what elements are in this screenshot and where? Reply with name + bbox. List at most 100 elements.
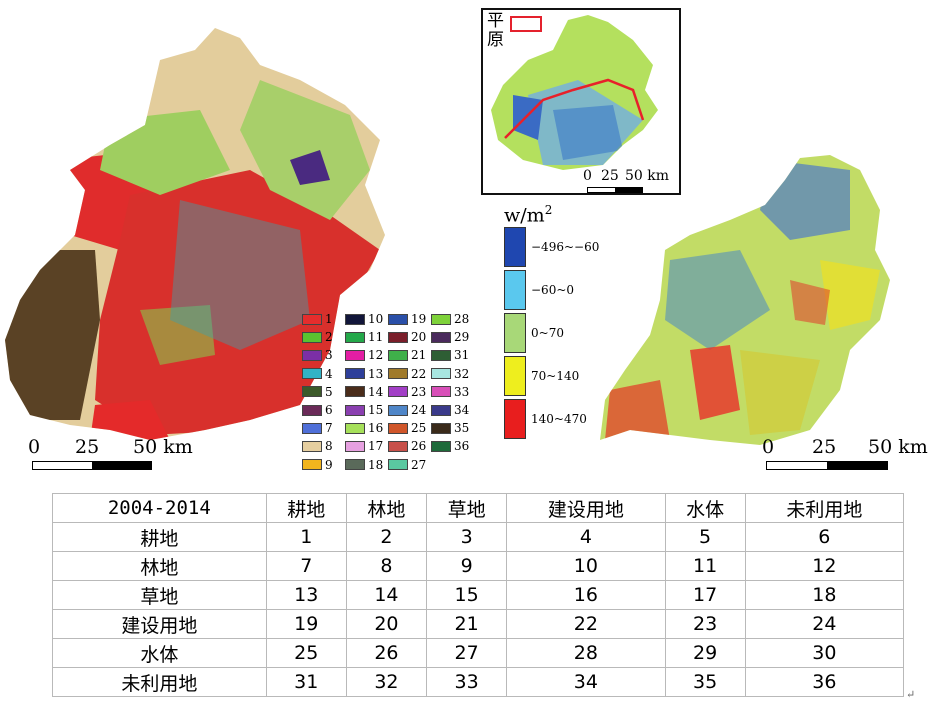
table-cell: 34: [506, 667, 666, 697]
inset-scale-tick-0: 0: [583, 168, 592, 184]
table-cell: 23: [664, 609, 746, 639]
flux-legend-item: −60~0: [504, 268, 599, 311]
legend-item: 4: [302, 367, 345, 381]
legend-row: 8 17 26 36: [302, 437, 484, 455]
table-cell: 29: [664, 638, 746, 668]
legend-label: 12: [368, 348, 384, 363]
legend-item: 13: [345, 367, 388, 381]
table-cell: 36: [744, 667, 905, 697]
return-mark: ↵: [906, 688, 916, 701]
table-cell: 17: [664, 580, 746, 610]
legend-item: 22: [388, 367, 431, 381]
legend-item: 15: [345, 403, 388, 417]
legend-item: 11: [345, 330, 388, 344]
legend-row: 7 16 25 35: [302, 419, 484, 437]
legend-swatch: [388, 422, 408, 434]
legend-item: 21: [388, 348, 431, 362]
flux-legend-label: 0~70: [531, 325, 564, 340]
legend-item: 19: [388, 312, 431, 326]
legend-label: 34: [454, 403, 470, 418]
left-scale-tick-25: 25: [75, 436, 100, 458]
flux-legend-swatch: [504, 398, 526, 439]
table-cell: 32: [345, 667, 428, 697]
table-cell: 14: [345, 580, 428, 610]
legend-item: 36: [431, 439, 473, 453]
legend-label: 32: [454, 366, 470, 381]
legend-item: 33: [431, 385, 473, 399]
table-cell: 20: [345, 609, 428, 639]
legend-item: 1: [302, 312, 345, 326]
plain-inset-map: 平原 0 25 50 km: [481, 8, 681, 195]
legend-label: 4: [325, 366, 333, 381]
legend-label: 26: [411, 439, 427, 454]
legend-swatch: [302, 386, 322, 398]
legend-label: 13: [368, 366, 384, 381]
legend-swatch: [345, 349, 365, 361]
legend-label: 25: [411, 421, 427, 436]
transition-legend: 1 10 19 28 2 11 20 29 3 12 21 31 4 13 22 32 5 14 23 33 6 15 24…: [302, 310, 484, 474]
legend-swatch: [388, 331, 408, 343]
table-row-header: 水体: [52, 638, 267, 668]
table-cell: 11: [664, 551, 746, 581]
legend-row: 5 14 23 33: [302, 383, 484, 401]
legend-item: 5: [302, 385, 345, 399]
flux-legend-label: −60~0: [531, 282, 575, 297]
legend-item: 14: [345, 385, 388, 399]
legend-label: 35: [454, 421, 470, 436]
legend-label: 28: [454, 312, 470, 327]
legend-item: 25: [388, 421, 431, 435]
legend-item: 23: [388, 385, 431, 399]
legend-label: 14: [368, 384, 384, 399]
legend-label: 10: [368, 312, 384, 327]
legend-swatch: [302, 331, 322, 343]
legend-swatch: [431, 422, 451, 434]
table-cell: 4: [506, 522, 666, 552]
legend-swatch: [388, 368, 408, 380]
flux-legend-label: −496~−60: [531, 239, 600, 254]
legend-label: 29: [454, 330, 470, 345]
table-cell: 22: [506, 609, 666, 639]
legend-swatch: [345, 404, 365, 416]
table-row-header: 林地: [52, 551, 267, 581]
inset-scale-tick-25: 25: [601, 168, 619, 184]
right-scale-tick-25: 25: [812, 436, 837, 458]
legend-swatch: [388, 349, 408, 361]
legend-label: 19: [411, 312, 427, 327]
table-cell: 28: [506, 638, 666, 668]
legend-swatch: [388, 313, 408, 325]
table-cell: 31: [265, 667, 347, 697]
table-header-row: 2004-2014 耕地 林地 草地 建设用地 水体 未利用地: [52, 493, 905, 523]
legend-swatch: [431, 440, 451, 452]
legend-item: 17: [345, 439, 388, 453]
transition-matrix-table: 2004-2014 耕地 林地 草地 建设用地 水体 未利用地 耕地 1 2 3 4 5 6 林地 7 8 9 10…: [52, 493, 905, 697]
table-cell: 3: [426, 522, 508, 552]
table-corner-cell: 2004-2014: [52, 493, 267, 523]
legend-swatch: [302, 459, 322, 471]
legend-swatch: [388, 440, 408, 452]
inset-map-graphic: [491, 15, 658, 170]
table-cell: 6: [744, 522, 905, 552]
legend-swatch: [431, 349, 451, 361]
table-cell: 27: [426, 638, 508, 668]
table-column-header: 耕地: [265, 493, 347, 523]
table-cell: 13: [265, 580, 347, 610]
legend-item: 8: [302, 439, 345, 453]
table-row-header: 耕地: [52, 522, 267, 552]
table-cell: 12: [744, 551, 905, 581]
legend-item: 18: [345, 458, 388, 472]
table-cell: 33: [426, 667, 508, 697]
legend-item: 20: [388, 330, 431, 344]
table-column-header: 未利用地: [744, 493, 905, 523]
table-row: 未利用地 31 32 33 34 35 36: [52, 667, 905, 697]
right-scale-tick-0: 0: [762, 436, 775, 458]
legend-swatch: [345, 313, 365, 325]
flux-legend-item: −496~−60: [504, 225, 599, 268]
legend-label: 6: [325, 403, 333, 418]
left-scale-bar: [32, 461, 152, 470]
legend-item: 24: [388, 403, 431, 417]
left-scale-tick-50: 50 km: [133, 436, 193, 458]
legend-label: 18: [368, 457, 384, 472]
legend-item: 12: [345, 348, 388, 362]
legend-item: 16: [345, 421, 388, 435]
flux-legend-item: 70~140: [504, 354, 599, 397]
